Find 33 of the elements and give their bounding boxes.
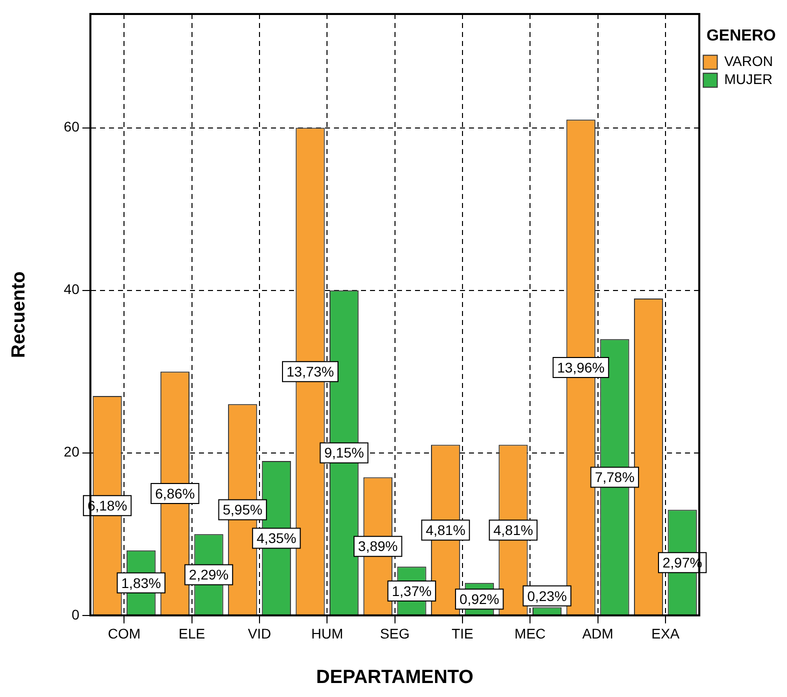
annotation: 4,81% (493, 522, 534, 538)
annotation: 0,92% (460, 591, 500, 608)
x-tick-label: ELE (178, 626, 206, 642)
legend-label: VARON (724, 53, 774, 70)
x-axis-title: DEPARTAMENTO (316, 666, 474, 688)
y-tick-label: 20 (64, 444, 80, 460)
y-axis-title: Recuento (8, 271, 30, 358)
annotation: 4,35% (256, 530, 296, 546)
x-tick-label: VID (248, 626, 272, 642)
x-tick-label: TIE (452, 626, 474, 642)
annotation: 9,15% (324, 444, 364, 461)
legend-title: GENERO (706, 27, 776, 44)
x-tick-label: HUM (311, 626, 344, 642)
x-tick-label: COM (108, 626, 141, 642)
x-tick-label: EXA (651, 626, 680, 642)
annotation: 3,89% (358, 538, 398, 554)
x-tick-label: MEC (514, 626, 546, 642)
y-tick-label: 0 (72, 606, 80, 622)
x-tick-label: SEG (380, 626, 410, 642)
annotation: 4,81% (426, 522, 466, 538)
y-tick-label: 60 (64, 118, 80, 135)
annotation: 0,23% (527, 588, 567, 604)
annotation: 13,96% (557, 359, 605, 376)
x-tick-label: ADM (582, 626, 614, 642)
annotation: 6,86% (155, 485, 195, 502)
annotation: 5,95% (222, 502, 262, 518)
legend-label: MUJER (724, 71, 772, 88)
annotation: 1,37% (392, 582, 432, 599)
annotation: 13,73% (286, 363, 334, 380)
y-tick-label: 40 (64, 281, 80, 298)
annotation: 1,83% (121, 574, 161, 591)
annotation: 2,29% (188, 566, 229, 583)
annotation: 7,78% (594, 469, 635, 486)
